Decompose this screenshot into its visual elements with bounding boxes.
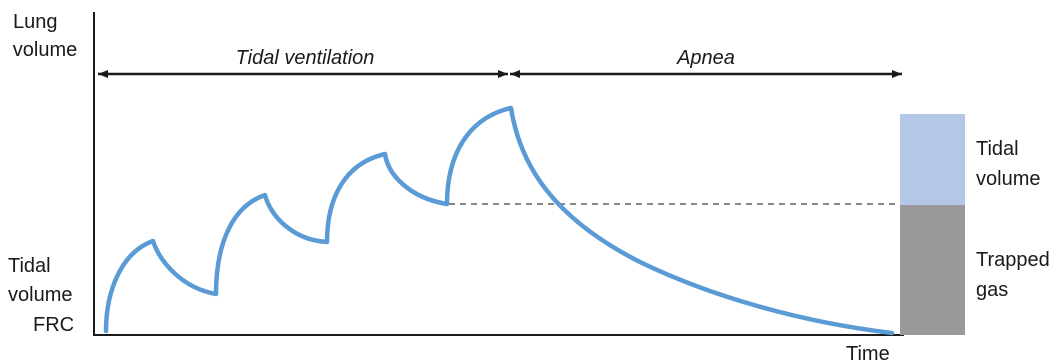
tidal-volume-bar-label: Tidal volume (976, 138, 1040, 190)
y-axis-label: Lung volume (13, 11, 77, 61)
frc-label: FRC (33, 314, 74, 336)
lung-volume-curve (103, 105, 895, 336)
trapped-gas-bar-label: Trapped gas (976, 249, 1055, 301)
apnea-label: Apnea (676, 47, 735, 69)
tidal-ventilation-label: Tidal ventilation (236, 47, 375, 69)
tidal-volume-left-label: Tidal volume (8, 255, 72, 306)
tidal-volume-bar (900, 114, 965, 205)
trapped-gas-bar (900, 205, 965, 335)
x-axis-label: Time (846, 343, 890, 364)
